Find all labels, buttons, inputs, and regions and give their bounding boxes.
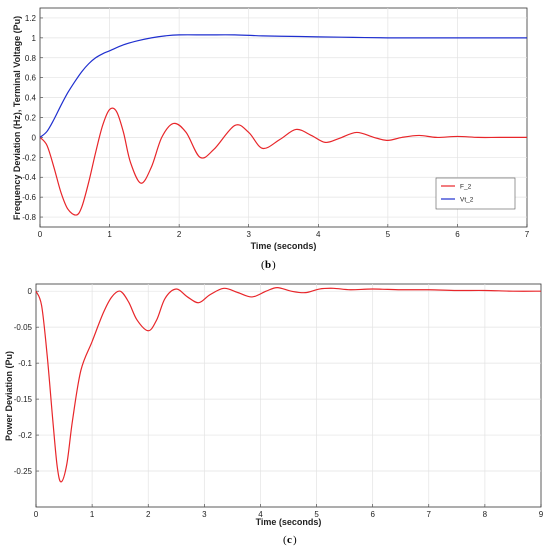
y-tick-label: 0 bbox=[28, 287, 33, 296]
chart-c-x-axis-label: Time (seconds) bbox=[256, 517, 322, 527]
y-tick-label: -0.1 bbox=[18, 359, 32, 368]
y-tick-label: -0.4 bbox=[22, 173, 36, 182]
x-tick-label: 3 bbox=[202, 510, 207, 519]
chart-c-series bbox=[35, 286, 542, 483]
x-tick-label: 1 bbox=[107, 230, 112, 239]
chart-b-series bbox=[39, 34, 527, 216]
x-tick-label: 5 bbox=[314, 510, 319, 519]
chart-c: 0 1 2 3 4 5 6 7 8 9 -0.25 -0.2 -0.15 -0.1 -0.05 0 Time… bbox=[4, 283, 544, 546]
x-tick-label: 8 bbox=[483, 510, 488, 519]
x-tick-label: 4 bbox=[316, 230, 321, 239]
series-line-c-0 bbox=[35, 286, 542, 483]
x-tick-label: 7 bbox=[525, 230, 530, 239]
x-tick-label: 3 bbox=[246, 230, 251, 239]
chart-b-x-ticks: 0 1 2 3 4 5 6 7 bbox=[38, 224, 530, 239]
caption-c-letter: c bbox=[287, 534, 292, 546]
y-tick-label: -0.2 bbox=[22, 153, 36, 162]
caption-b-letter: b bbox=[265, 259, 271, 271]
y-tick-label: 0.4 bbox=[25, 94, 37, 103]
x-tick-label: 0 bbox=[34, 510, 39, 519]
x-tick-label: 5 bbox=[386, 230, 391, 239]
chart-b: 0 1 2 3 4 5 6 7 -0.8 -0.6 -0.4 -0.2 0 0.2 0.4 0.6 0.8 1 1… bbox=[12, 7, 530, 271]
x-tick-label: 4 bbox=[258, 510, 263, 519]
x-tick-label: 9 bbox=[539, 510, 544, 519]
y-tick-label: 0.6 bbox=[25, 74, 37, 83]
chart-c-x-ticks: 0 1 2 3 4 5 6 7 8 9 bbox=[34, 504, 544, 519]
chart-c-y-ticks: -0.25 -0.2 -0.15 -0.1 -0.05 0 bbox=[14, 287, 39, 476]
y-tick-label: 1 bbox=[32, 34, 37, 43]
y-tick-label: 0.2 bbox=[25, 114, 37, 123]
x-tick-label: 2 bbox=[146, 510, 151, 519]
series-line-b-1 bbox=[39, 34, 527, 138]
caption-c-open: ( bbox=[283, 534, 287, 546]
x-tick-label: 6 bbox=[370, 510, 375, 519]
y-tick-label: -0.15 bbox=[14, 395, 33, 404]
legend-box bbox=[435, 177, 516, 210]
x-tick-label: 2 bbox=[177, 230, 182, 239]
y-tick-label: 0.8 bbox=[25, 54, 37, 63]
caption-c-close: ) bbox=[293, 534, 297, 546]
y-tick-label: 0 bbox=[32, 133, 37, 142]
x-tick-label: 1 bbox=[90, 510, 95, 519]
caption-b-open: ( bbox=[261, 259, 265, 271]
y-tick-label: -0.8 bbox=[22, 213, 36, 222]
chart-c-plot-area bbox=[35, 283, 542, 508]
chart-b-y-ticks: -0.8 -0.6 -0.4 -0.2 0 0.2 0.4 0.6 0.8 1 1.2 bbox=[22, 14, 43, 222]
x-tick-label: 7 bbox=[427, 510, 432, 519]
y-tick-label: 1.2 bbox=[25, 14, 37, 23]
caption-b-close: ) bbox=[272, 259, 276, 271]
chart-b-legend: F_2 Vt_2 bbox=[435, 177, 516, 210]
x-tick-label: 6 bbox=[455, 230, 460, 239]
x-tick-label: 0 bbox=[38, 230, 43, 239]
y-tick-label: -0.6 bbox=[22, 193, 36, 202]
y-tick-label: -0.05 bbox=[14, 323, 33, 332]
legend-label-vt2: Vt_2 bbox=[460, 197, 474, 204]
chart-b-x-axis-label: Time (seconds) bbox=[251, 241, 317, 251]
legend-label-f2: F_2 bbox=[460, 184, 472, 191]
series-line-b-0 bbox=[39, 107, 527, 216]
chart-b-y-axis-label: Frequency Deviation (Hz), Terminal Volta… bbox=[12, 16, 22, 220]
chart-c-y-axis-label: Power Deviation (Pu) bbox=[4, 351, 14, 441]
y-tick-label: -0.2 bbox=[18, 431, 32, 440]
y-tick-label: -0.25 bbox=[14, 467, 33, 476]
